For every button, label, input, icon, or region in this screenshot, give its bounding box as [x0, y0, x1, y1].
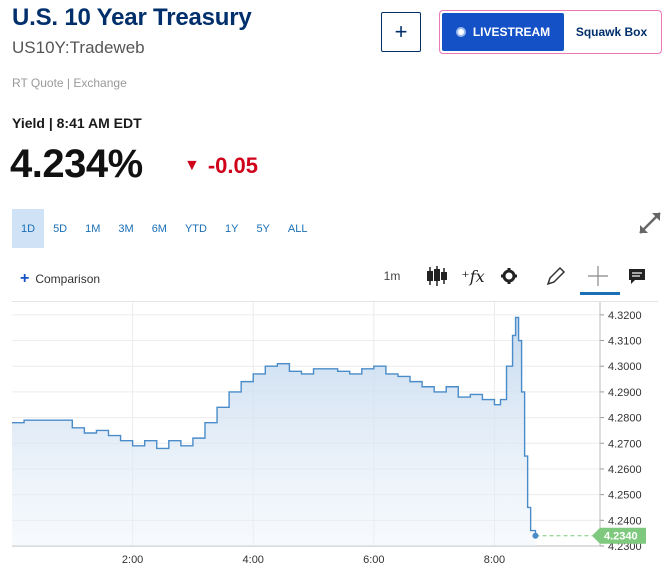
- settings-gear-icon[interactable]: [499, 264, 519, 288]
- live-dot-icon: [455, 27, 466, 37]
- x-tick-label: 4:00: [243, 554, 264, 566]
- livestream-widget: LIVESTREAM Squawk Box: [439, 10, 662, 54]
- page-title: U.S. 10 Year Treasury: [12, 4, 252, 31]
- candlestick-icon[interactable]: [426, 264, 448, 288]
- y-tick-label: 4.2900: [608, 387, 642, 399]
- price-change: ▼ -0.05: [184, 153, 258, 179]
- x-tick-label: 8:00: [484, 554, 505, 566]
- yield-chart[interactable]: 4.3200 4.3100 4.3000 4.2900 4.2800 4.2700 4.26…: [0, 302, 670, 567]
- range-tab-1m[interactable]: 1M: [85, 222, 101, 235]
- range-tab-all[interactable]: ALL: [287, 222, 308, 235]
- range-tab-6m[interactable]: 6M: [151, 222, 167, 235]
- show-link[interactable]: Squawk Box: [575, 25, 648, 39]
- last-price-tag-label: 4.2340: [604, 531, 638, 543]
- price-change-value: -0.05: [207, 153, 258, 178]
- y-tick-label: 4.2500: [608, 490, 642, 502]
- expand-chart-icon[interactable]: [636, 209, 664, 237]
- series-line[interactable]: [12, 316, 537, 536]
- y-tick-label: 4.3100: [608, 336, 642, 348]
- last-price: 4.234%: [10, 142, 143, 186]
- y-tick-label: 4.3000: [608, 361, 642, 373]
- quote-source: RT Quote | Exchange: [12, 76, 127, 90]
- x-tick-label: 6:00: [363, 554, 384, 566]
- range-tab-ytd[interactable]: YTD: [184, 222, 207, 235]
- last-price-marker: [532, 532, 539, 539]
- yield-timestamp: Yield | 8:41 AM EDT: [12, 115, 142, 131]
- y-tick-label: 4.2800: [608, 413, 642, 425]
- last-price-tag: [592, 527, 646, 544]
- interval-selector[interactable]: 1m: [383, 269, 401, 283]
- range-tab-3m[interactable]: 3M: [118, 222, 134, 235]
- y-tick-label: 4.2600: [608, 464, 642, 476]
- annotation-icon[interactable]: [627, 264, 647, 288]
- livestream-button[interactable]: LIVESTREAM: [442, 13, 564, 51]
- livestream-label: LIVESTREAM: [472, 25, 551, 39]
- series-area: [12, 317, 536, 546]
- y-tick-label: 4.2300: [608, 541, 642, 553]
- range-selector: 1D 5D 1M 3M 6M YTD 1Y 5Y ALL: [12, 209, 316, 248]
- studies-fx-icon[interactable]: ⁺ f x: [461, 266, 485, 286]
- range-tab-1y[interactable]: 1Y: [224, 222, 239, 235]
- comparison-button[interactable]: + Comparison: [20, 270, 100, 288]
- range-tab-5y[interactable]: 5Y: [256, 222, 270, 235]
- crosshair-icon[interactable]: [586, 264, 610, 288]
- y-tick-label: 4.2700: [608, 438, 642, 450]
- add-to-watchlist-button[interactable]: +: [381, 12, 421, 52]
- x-tick-label: 2:00: [122, 554, 143, 566]
- draw-pencil-icon[interactable]: [544, 264, 566, 288]
- range-tab-1d[interactable]: 1D: [12, 209, 45, 248]
- y-tick-label: 4.2400: [608, 515, 642, 527]
- toolbar-divider: [12, 301, 658, 302]
- y-tick-label: 4.3200: [608, 310, 642, 322]
- plus-icon: +: [20, 270, 30, 287]
- crosshair-active-indicator: [580, 292, 620, 295]
- down-arrow-icon: ▼: [184, 157, 200, 174]
- range-tab-5d[interactable]: 5D: [53, 222, 68, 235]
- symbol-label: US10Y:Tradeweb: [12, 38, 145, 57]
- comparison-label: Comparison: [35, 272, 101, 286]
